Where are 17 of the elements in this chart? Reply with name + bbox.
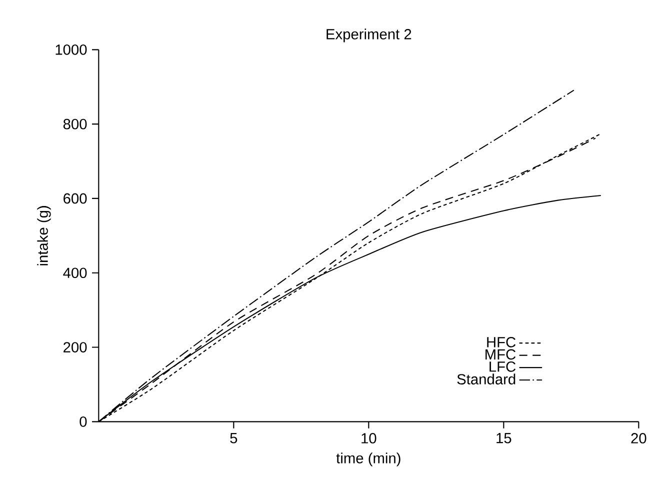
y-tick-label: 1000 xyxy=(56,44,87,55)
x-tick-label: 20 xyxy=(631,433,646,444)
y-tick-label: 800 xyxy=(63,118,87,130)
y-tick-label: 0 xyxy=(80,416,87,427)
x-tick-label: 15 xyxy=(496,433,512,444)
y-tick-label: 600 xyxy=(64,193,87,204)
y-tick-label: 200 xyxy=(64,342,87,352)
legend-label: MFC xyxy=(486,349,516,360)
legend-label: LFC xyxy=(490,361,516,372)
x-tick-label: 5 xyxy=(230,433,238,444)
y-tick-label: 400 xyxy=(63,268,87,278)
y-axis-title: intake (g) xyxy=(37,206,51,266)
legend-label: Standard xyxy=(457,374,516,384)
x-tick-label: 10 xyxy=(362,433,376,444)
x-axis-title: time (min) xyxy=(336,452,400,466)
legend-label: HFC xyxy=(487,336,516,348)
chart-title: Experiment 2 xyxy=(326,28,412,42)
